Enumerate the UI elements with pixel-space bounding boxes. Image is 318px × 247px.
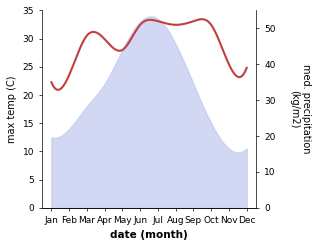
Y-axis label: med. precipitation
(kg/m2): med. precipitation (kg/m2) — [289, 64, 311, 154]
X-axis label: date (month): date (month) — [110, 230, 188, 240]
Y-axis label: max temp (C): max temp (C) — [7, 75, 17, 143]
